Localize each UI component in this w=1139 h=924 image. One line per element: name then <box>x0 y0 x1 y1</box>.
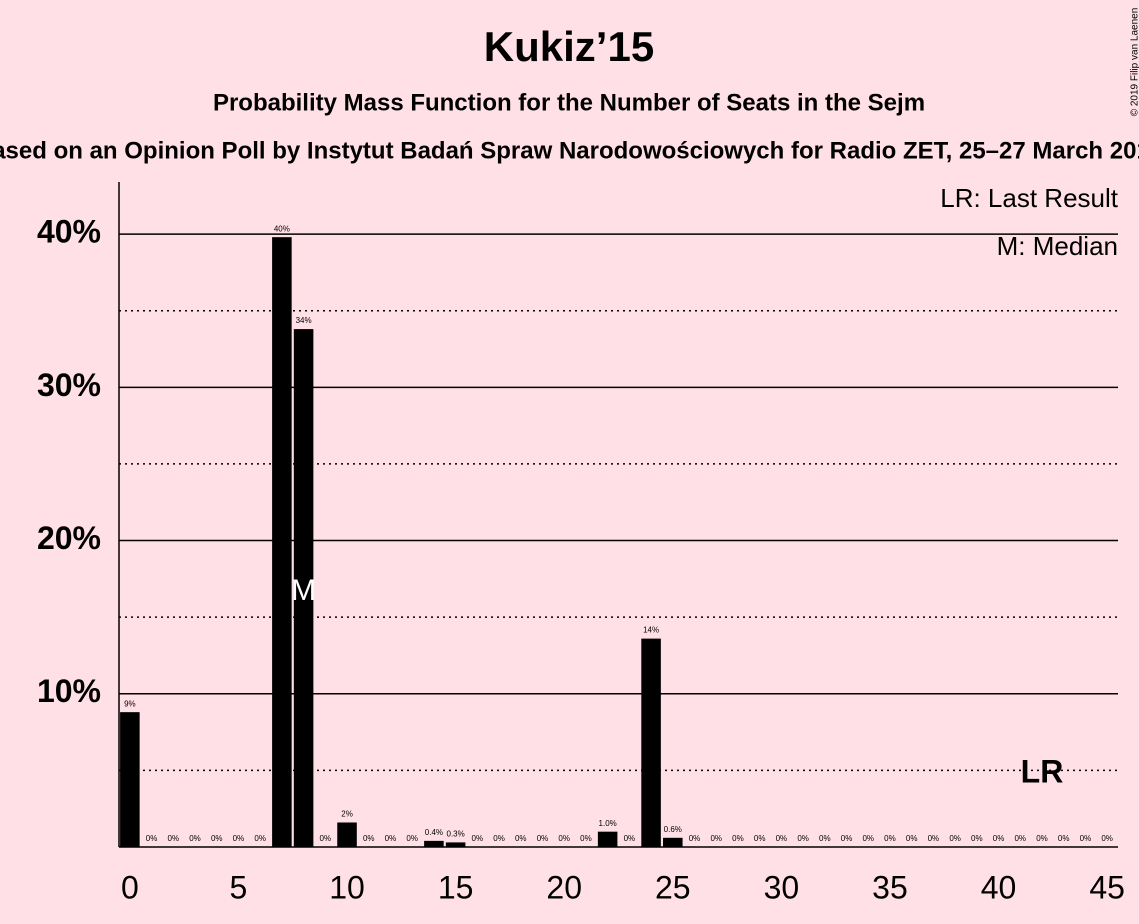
value-label: 34% <box>296 316 312 325</box>
value-label: 0% <box>1036 834 1048 843</box>
legend-entry: M: Median <box>997 231 1118 261</box>
legend-entry: LR: Last Result <box>940 183 1119 213</box>
value-label: 1.0% <box>599 819 617 828</box>
x-tick-label: 5 <box>230 869 248 905</box>
value-label: 0% <box>1014 834 1026 843</box>
chart-subtitle: Based on an Opinion Poll by Instytut Bad… <box>0 137 1139 164</box>
bar <box>597 831 618 847</box>
bar <box>293 329 314 847</box>
bar <box>337 822 357 847</box>
x-tick-label: 30 <box>764 869 800 905</box>
value-label: 0% <box>1080 834 1092 843</box>
value-label: 0.3% <box>447 830 465 839</box>
value-label: 0% <box>689 834 701 843</box>
value-label: 0% <box>537 834 549 843</box>
value-label: 0% <box>363 834 375 843</box>
median-marker: M <box>291 574 316 607</box>
x-tick-label: 35 <box>872 869 908 905</box>
copyright: © 2019 Filip van Laenen <box>1130 8 1139 117</box>
value-label: 0% <box>710 834 722 843</box>
x-tick-label: 15 <box>438 869 474 905</box>
x-tick-label: 10 <box>329 869 365 905</box>
value-label: 0% <box>862 834 874 843</box>
value-label: 0% <box>797 834 809 843</box>
x-tick-label: 20 <box>546 869 582 905</box>
value-label: 0% <box>928 834 940 843</box>
chart-subtitle: Probability Mass Function for the Number… <box>213 89 925 116</box>
chart-title: Kukiz’15 <box>484 23 654 70</box>
value-label: 0% <box>949 834 961 843</box>
value-label: 0% <box>168 834 180 843</box>
value-label: 0% <box>254 834 266 843</box>
y-tick-label: 10% <box>37 673 101 709</box>
bar <box>445 842 466 847</box>
bar <box>641 638 661 847</box>
value-label: 0% <box>320 834 332 843</box>
value-label: 0% <box>624 834 636 843</box>
value-label: 0% <box>776 834 788 843</box>
value-label: 0% <box>1101 834 1113 843</box>
value-label: 0% <box>406 834 418 843</box>
bar <box>120 712 140 847</box>
value-label: 0% <box>906 834 918 843</box>
value-label: 0% <box>515 834 527 843</box>
value-label: 2% <box>341 810 353 819</box>
x-tick-label: 40 <box>981 869 1017 905</box>
value-label: 0% <box>580 834 592 843</box>
value-label: 0% <box>385 834 397 843</box>
value-label: 0% <box>841 834 853 843</box>
y-tick-label: 30% <box>37 367 101 403</box>
bar <box>272 237 292 848</box>
y-tick-label: 20% <box>37 520 101 556</box>
x-tick-label: 45 <box>1089 869 1125 905</box>
value-label: 0% <box>971 834 983 843</box>
value-label: 0% <box>146 834 158 843</box>
value-label: 40% <box>274 224 290 233</box>
x-tick-label: 0 <box>121 869 139 905</box>
y-tick-label: 40% <box>37 214 101 250</box>
value-label: 0.6% <box>664 825 682 834</box>
value-label: 0% <box>233 834 245 843</box>
value-label: 14% <box>643 626 659 635</box>
value-label: 9% <box>124 699 136 708</box>
x-tick-label: 25 <box>655 869 691 905</box>
value-label: 0% <box>493 834 505 843</box>
value-label: 0% <box>189 834 201 843</box>
value-label: 0% <box>884 834 896 843</box>
bar <box>424 840 444 847</box>
value-label: 0% <box>1058 834 1070 843</box>
value-label: 0.4% <box>425 828 443 837</box>
value-label: 0% <box>993 834 1005 843</box>
value-label: 0% <box>754 834 766 843</box>
value-label: 0% <box>472 834 484 843</box>
value-label: 0% <box>732 834 744 843</box>
bar <box>663 837 683 847</box>
value-label: 0% <box>819 834 831 843</box>
value-label: 0% <box>558 834 570 843</box>
value-label: 0% <box>211 834 223 843</box>
last-result-marker: LR <box>1021 753 1064 789</box>
